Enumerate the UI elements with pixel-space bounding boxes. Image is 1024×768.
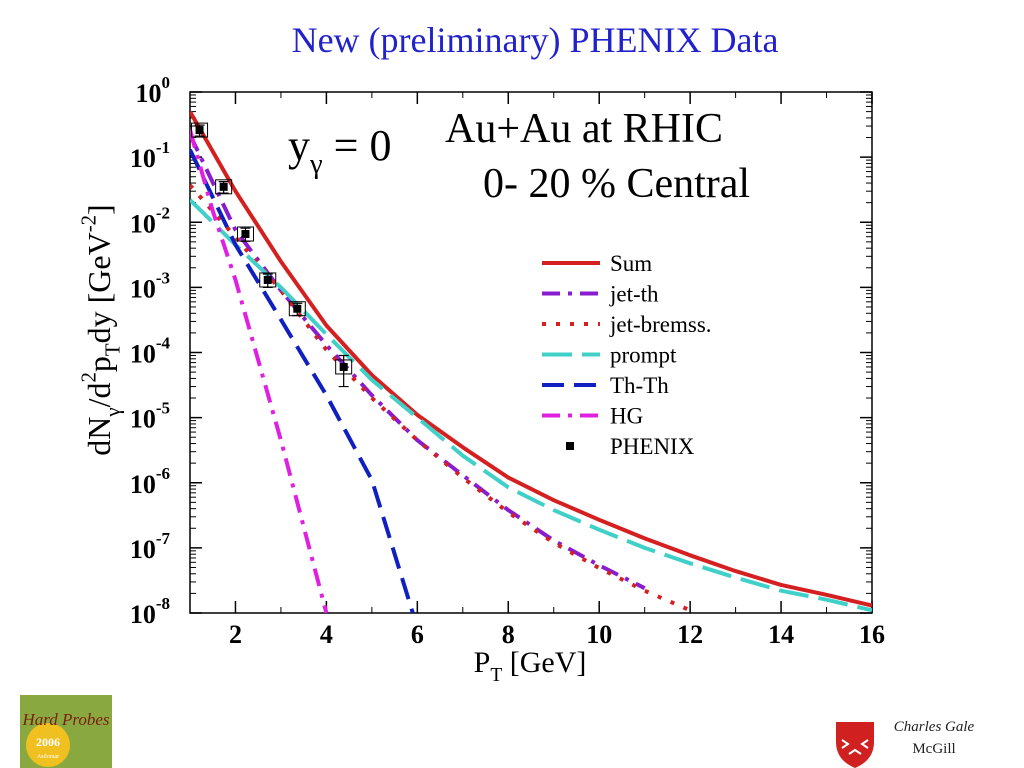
data-box xyxy=(335,359,353,375)
y-tick-exponent: -1 xyxy=(156,138,170,157)
annotation: Au+Au at RHIC xyxy=(445,106,723,152)
legend-label: Sum xyxy=(610,251,652,276)
x-tick-label: 6 xyxy=(411,620,424,649)
x-tick-label: 12 xyxy=(677,620,703,649)
data-box xyxy=(236,226,254,242)
legend-marker xyxy=(566,442,574,450)
annotation-part: y xyxy=(288,121,310,170)
y-tick-base: 10 xyxy=(136,79,162,108)
data-box xyxy=(215,179,233,195)
data-point xyxy=(219,182,228,191)
y-tick-base: 10 xyxy=(130,144,156,173)
data-box xyxy=(288,301,306,317)
mcgill-logo xyxy=(836,722,874,768)
x-tick-label: 8 xyxy=(502,620,515,649)
annotation-part: = 0 xyxy=(323,121,392,170)
series-line xyxy=(190,183,691,613)
series-line xyxy=(190,148,415,613)
y-tick-label: 10-6 xyxy=(130,464,170,499)
y-tick-base: 10 xyxy=(130,209,156,238)
y-tick-base: 10 xyxy=(130,470,156,499)
y-tick-label: 10-2 xyxy=(130,203,170,238)
y-tick-base: 10 xyxy=(130,535,156,564)
author: Charles Gale xyxy=(894,719,975,735)
x-axis-label-part: [GeV] xyxy=(502,646,586,679)
error-bar xyxy=(338,354,349,388)
legend-label: jet-th xyxy=(609,282,659,307)
y-tick-exponent: -3 xyxy=(156,268,170,287)
y-tick-label: 10-7 xyxy=(130,529,171,564)
data-point xyxy=(293,304,302,313)
x-tick-label: 2 xyxy=(229,620,242,649)
y-tick-label: 10-1 xyxy=(130,138,170,173)
y-tick-label: 10-8 xyxy=(130,594,170,629)
annotation-part: Au+Au at RHIC xyxy=(445,106,723,152)
y-tick-label: 10-4 xyxy=(130,334,171,369)
y-tick-label: 10-3 xyxy=(130,268,170,303)
series-line xyxy=(190,110,872,608)
data-box xyxy=(191,122,209,138)
data-point xyxy=(241,230,250,239)
y-tick-exponent: 0 xyxy=(162,73,171,92)
data-point xyxy=(339,362,348,371)
annotation-part: 0- 20 % Central xyxy=(483,161,750,207)
x-axis-label-part: T xyxy=(490,665,502,686)
y-axis-label: dNγ/d2pTdy [GeV-2] xyxy=(78,204,125,455)
y-axis-label-part: -2 xyxy=(78,215,101,232)
logo-place: Asilomar xyxy=(37,754,59,760)
y-tick-base: 10 xyxy=(130,274,156,303)
y-tick-base: 10 xyxy=(130,600,156,629)
x-tick-label: 4 xyxy=(320,620,333,649)
x-axis-label-part: P xyxy=(474,646,491,679)
y-tick-exponent: -7 xyxy=(156,529,171,548)
y-tick-exponent: -4 xyxy=(156,334,171,353)
x-tick-label: 16 xyxy=(859,620,885,649)
y-tick-base: 10 xyxy=(130,340,156,369)
y-tick-label: 100 xyxy=(136,73,171,108)
hard-probes-logo: Hard Probes 2006 Asilomar xyxy=(20,695,112,768)
data-box xyxy=(259,272,277,288)
legend-label: HG xyxy=(610,404,643,429)
y-tick-base: 10 xyxy=(130,405,156,434)
annotation: yγ = 0 xyxy=(288,121,391,180)
legend-label: PHENIX xyxy=(610,434,695,459)
y-tick-exponent: -8 xyxy=(156,594,170,613)
y-axis-label-part: ] xyxy=(81,204,117,215)
y-axis-label-part: dy [GeV xyxy=(81,232,117,343)
y-axis-label-part: 2 xyxy=(78,372,101,382)
annotation: 0- 20 % Central xyxy=(483,161,750,207)
x-tick-label: 10 xyxy=(586,620,612,649)
data-point xyxy=(263,275,272,284)
y-axis-label-part: T xyxy=(102,343,125,356)
legend-label: prompt xyxy=(610,343,677,368)
annotation-part: γ xyxy=(309,149,323,180)
y-axis-label-part: p xyxy=(81,356,117,372)
logo-title: Hard Probes xyxy=(21,710,109,729)
y-tick-exponent: -2 xyxy=(156,203,170,222)
y-axis-label-part: dN xyxy=(81,417,117,456)
legend-label: Th-Th xyxy=(610,373,669,398)
x-tick-label: 14 xyxy=(768,620,794,649)
y-axis-label-part: γ xyxy=(102,407,125,417)
y-axis-label-part: /d xyxy=(81,382,117,407)
legend-label: jet-bremss. xyxy=(609,312,712,337)
y-tick-exponent: -6 xyxy=(156,464,170,483)
plot-area xyxy=(190,110,872,613)
series-line xyxy=(190,198,872,613)
data-point xyxy=(195,126,204,135)
y-tick-exponent: -5 xyxy=(156,399,170,418)
logo-year: 2006 xyxy=(36,735,60,749)
y-tick-label: 10-5 xyxy=(130,399,170,434)
x-axis-label: PT [GeV] xyxy=(474,646,587,686)
slide-title: New (preliminary) PHENIX Data xyxy=(292,20,779,60)
affiliation: McGill xyxy=(912,741,955,757)
series-line xyxy=(190,129,329,613)
